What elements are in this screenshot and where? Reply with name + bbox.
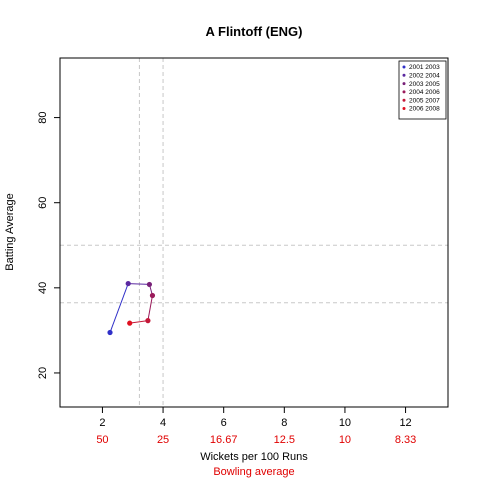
x-tick-label-2: 2 — [99, 417, 105, 429]
legend-marker-1 — [402, 65, 406, 69]
secondary-x-tick-label-12: 8.33 — [395, 434, 416, 446]
secondary-x-tick-label-4: 25 — [157, 434, 169, 446]
secondary-x-axis-label: Bowling average — [213, 466, 294, 478]
legend-label-6: 2006 2008 — [409, 106, 440, 113]
legend-marker-2 — [402, 73, 406, 77]
y-tick-label-80: 80 — [37, 111, 49, 123]
secondary-x-tick-label-6: 16.67 — [210, 434, 238, 446]
data-point-2005-2007 — [145, 318, 151, 324]
reference-lines — [60, 58, 448, 407]
legend-label-1: 2001 2003 — [409, 64, 440, 71]
x-tick-label-12: 12 — [399, 417, 411, 429]
trajectory-segment-5 — [129, 320, 148, 324]
data-point-2002-2004 — [125, 280, 131, 287]
plot-frame — [59, 57, 449, 408]
legend-marker-3 — [402, 82, 406, 86]
legend-box — [398, 60, 447, 120]
data-points — [107, 280, 156, 336]
trajectory-segment-1 — [109, 283, 129, 333]
secondary-x-tick-label-8: 12.5 — [274, 434, 295, 446]
data-point-2004-2006 — [149, 292, 156, 299]
x-tick-label-4: 4 — [160, 417, 166, 429]
x-tick-label-8: 8 — [281, 417, 287, 429]
legend-marker-4 — [402, 90, 406, 94]
y-axis-label: Batting Average — [4, 193, 16, 270]
legend-label-3: 2003 2005 — [409, 81, 440, 88]
y-tick-label-40: 40 — [37, 282, 49, 294]
secondary-x-tick-label-2: 50 — [96, 434, 108, 446]
x-tick-label-6: 6 — [221, 417, 227, 429]
y-tick-label-20: 20 — [37, 367, 49, 379]
trajectory-segment-2 — [128, 283, 150, 285]
data-point-2006-2008 — [127, 320, 133, 326]
data-point-2003-2005 — [146, 281, 153, 288]
legend-marker-5 — [402, 98, 406, 102]
x-tick-label-10: 10 — [339, 417, 351, 429]
x-axis-label: Wickets per 100 Runs — [200, 451, 308, 463]
legend-label-2: 2002 2004 — [409, 73, 440, 80]
y-axis: 20 40 60 80 — [37, 111, 60, 379]
trajectory-segment-4 — [147, 295, 153, 321]
legend-label-5: 2005 2007 — [409, 97, 440, 104]
data-point-2001-2003 — [107, 329, 113, 336]
x-axis: 2 50 4 25 6 16.67 8 12.5 10 10 12 8.33 — [96, 407, 416, 446]
legend-marker-6 — [402, 107, 406, 110]
chart-title: A Flintoff (ENG) — [206, 24, 303, 39]
legend-label-4: 2004 2006 — [409, 89, 440, 96]
y-tick-label-60: 60 — [37, 197, 49, 209]
secondary-x-tick-label-10: 10 — [339, 434, 351, 446]
